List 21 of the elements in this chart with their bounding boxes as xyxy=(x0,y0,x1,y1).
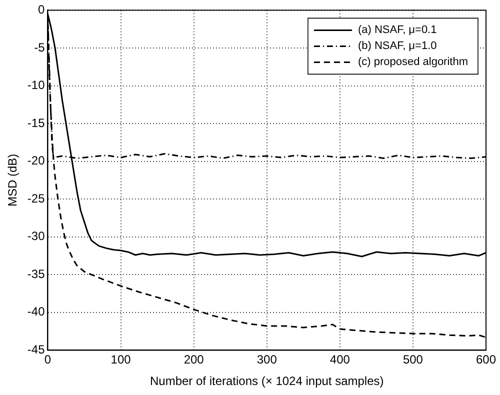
x-tick-label: 100 xyxy=(110,352,132,367)
x-tick-label: 200 xyxy=(184,352,204,367)
y-axis-title: MSD (dB) xyxy=(6,154,20,207)
x-tick-label: 400 xyxy=(330,352,350,367)
y-tick-label: -40 xyxy=(27,304,46,319)
x-tick-label: 500 xyxy=(402,352,424,367)
y-tick-label: 0 xyxy=(38,2,46,17)
y-tick-label: -20 xyxy=(27,154,46,168)
legend-label: (b) NSAF, μ=1.0 xyxy=(358,40,437,52)
legend-label: (a) NSAF, μ=0.1 xyxy=(358,24,437,36)
x-axis-title: Number of iterations (× 1024 input samples) xyxy=(150,374,384,388)
y-tick-label: -25 xyxy=(27,191,46,206)
x-tick-label: 300 xyxy=(256,352,278,367)
y-tick-label: -30 xyxy=(27,229,46,244)
y-tick-label: -45 xyxy=(27,342,46,357)
y-tick-label: -35 xyxy=(27,266,46,281)
legend-label: (c) proposed algorithm xyxy=(358,56,468,68)
y-tick-label: -15 xyxy=(27,116,46,130)
y-tick-label: -5 xyxy=(34,40,46,54)
y-tick-label: -10 xyxy=(27,78,46,92)
x-tick-label: 600 xyxy=(476,352,496,367)
